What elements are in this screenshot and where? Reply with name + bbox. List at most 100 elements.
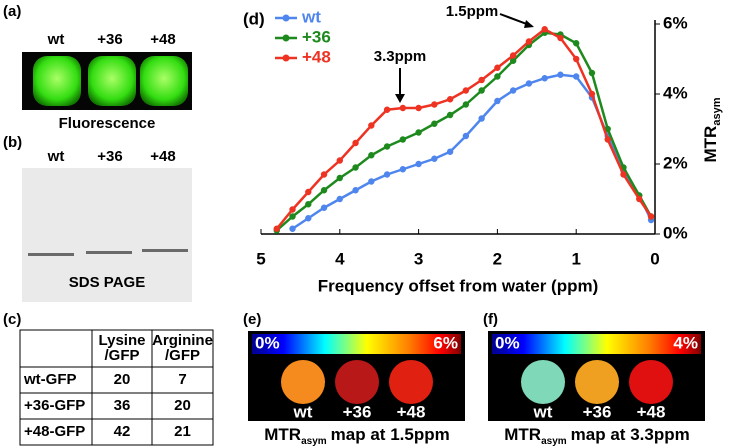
caption: SDS PAGE: [69, 274, 145, 291]
point: [509, 87, 517, 94]
scale-label: 0%: [255, 333, 280, 352]
point: [604, 136, 611, 143]
point: [557, 34, 564, 42]
point: [541, 75, 548, 82]
point: [431, 155, 438, 162]
annotation: 3.3ppm: [374, 48, 427, 65]
point: [320, 187, 328, 194]
series-line: [275, 31, 653, 232]
sample-map: [335, 360, 379, 404]
point: [273, 225, 280, 232]
lane-label: +36: [97, 148, 122, 165]
point: [636, 195, 643, 203]
legend-marker: [282, 14, 290, 22]
sample-label: +36: [343, 402, 372, 421]
point: [588, 90, 596, 98]
point: [305, 201, 312, 208]
column-header: /GFP: [104, 347, 139, 364]
point: [336, 195, 343, 203]
point: [494, 73, 501, 80]
sample-map: [281, 360, 325, 404]
point: [478, 76, 485, 84]
sample-label: +48: [397, 402, 426, 421]
point: [305, 188, 312, 196]
point: [368, 122, 375, 129]
sample-map: [521, 360, 565, 404]
colorbar: [252, 334, 461, 354]
x-tick-label: 1: [571, 249, 580, 268]
panel-label: (a): [3, 3, 21, 20]
point: [431, 120, 438, 127]
point: [289, 225, 296, 232]
point: [620, 171, 627, 178]
panel-label: (f): [483, 311, 498, 328]
arrow-head: [395, 94, 405, 103]
caption-main: MTR: [264, 425, 301, 444]
caption: MTRasym map at 1.5ppm: [264, 425, 449, 446]
y-label-sub: asym: [711, 97, 723, 125]
tube: [88, 56, 136, 106]
chart: 5 4 3 2 1 00% 2% 4% 6% wt+36+48: [256, 7, 687, 268]
row-header: +36-GFP: [24, 397, 85, 414]
point: [383, 143, 391, 150]
point: [305, 215, 312, 222]
gel-image: [22, 168, 192, 302]
point: [446, 96, 454, 103]
point: [525, 38, 533, 45]
legend-marker: [282, 54, 290, 62]
x-tick-label: 0: [650, 249, 659, 268]
point: [368, 152, 375, 159]
caption-main: MTR: [504, 425, 541, 444]
point: [399, 104, 407, 112]
y-axis-label: MTRasym: [701, 97, 722, 162]
panel-label: (d): [243, 9, 265, 28]
point: [604, 125, 611, 133]
point: [320, 204, 328, 211]
lane-label: +36: [97, 31, 122, 48]
lane-label: wt: [47, 148, 65, 165]
caption: MTRasym map at 3.3ppm: [504, 425, 689, 446]
x-tick-label: 5: [256, 249, 265, 268]
gel-band: [142, 249, 188, 252]
point: [399, 136, 407, 143]
point: [415, 160, 422, 168]
scale-label: 4%: [673, 333, 698, 352]
point: [509, 57, 517, 64]
sample-map: [389, 360, 433, 404]
y-tick-label: 0%: [663, 223, 688, 242]
point: [573, 73, 580, 80]
panel-label: (b): [3, 134, 22, 151]
sample-label: +36: [583, 402, 612, 421]
point: [494, 64, 501, 71]
legend-marker: [282, 34, 290, 42]
point: [541, 26, 548, 33]
y-tick-label: 2%: [663, 153, 688, 172]
table-cell: 42: [114, 423, 131, 440]
point: [647, 213, 655, 220]
tube: [140, 56, 188, 106]
arrow-head: [524, 20, 534, 28]
series-line: [275, 27, 653, 230]
point: [383, 106, 391, 113]
point: [557, 71, 564, 78]
sample-label: wt: [533, 402, 553, 421]
point: [352, 187, 359, 194]
point: [446, 148, 454, 155]
y-label-main: MTR: [701, 126, 720, 163]
point: [588, 69, 596, 77]
legend-label: wt: [301, 7, 321, 26]
point: [494, 97, 501, 105]
point: [462, 101, 470, 108]
legend-label: +48: [302, 47, 331, 66]
caption-rest: map at 3.3ppm: [571, 425, 690, 444]
tube: [33, 56, 81, 106]
point: [478, 87, 485, 94]
x-axis-label: Frequency offset from water (ppm): [318, 276, 599, 295]
column-header: Lysine: [99, 332, 146, 349]
colorbar: [492, 334, 701, 354]
table-cell: 20: [114, 371, 131, 388]
point: [525, 80, 533, 87]
y-tick-label: 6%: [663, 13, 688, 32]
